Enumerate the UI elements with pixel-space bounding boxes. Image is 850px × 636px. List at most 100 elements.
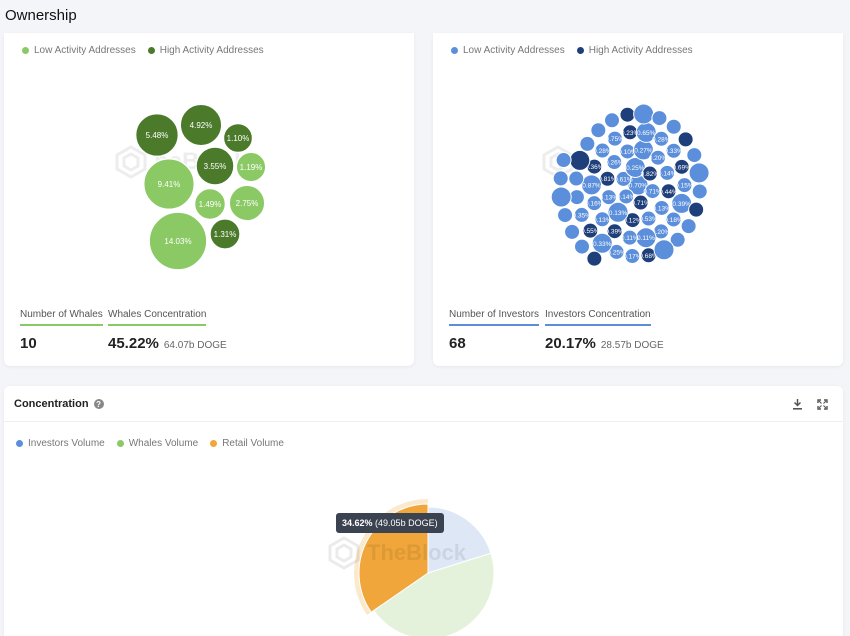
investor-bubble-label: 0.65% [637,130,656,137]
investor-bubble[interactable]: 0.17% [623,248,642,265]
investor-bubble[interactable]: 0.13% [607,201,629,223]
whales-legend-low[interactable]: Low Activity Addresses [22,45,136,56]
investor-bubble-label: 0.55% [581,228,600,235]
help-icon[interactable]: ? [93,399,104,409]
investor-bubble[interactable]: 0.39% [605,223,624,240]
concentration-pie-chart [354,499,495,636]
investor-bubble[interactable] [688,162,710,184]
investor-bubble[interactable]: 0.35% [572,206,591,223]
investor-bubble[interactable] [653,239,675,261]
investor-bubble[interactable] [680,218,697,235]
investor-bubble[interactable]: 0.61% [614,170,633,187]
investor-bubble[interactable]: 0.71% [643,183,662,200]
investors-count-label: Number of Investors [449,309,540,326]
investor-bubble[interactable] [691,183,708,200]
investor-bubble[interactable] [651,110,668,127]
legend-retail-volume[interactable]: Retail Volume [210,438,284,449]
investor-bubble[interactable]: 0.14% [617,188,636,205]
investor-bubble[interactable] [552,170,569,187]
whales-card: Low Activity Addresses High Activity Add… [4,33,414,366]
investor-bubble[interactable] [677,131,694,148]
whales-legend: Low Activity Addresses High Activity Add… [22,45,264,56]
investor-bubble[interactable]: 0.28% [593,142,612,159]
investor-bubble[interactable]: 0.16% [585,195,604,212]
investor-bubble[interactable]: 0.12% [623,212,642,229]
whale-bubble[interactable]: 2.75% [228,184,266,222]
whale-bubble[interactable]: 1.31% [209,218,241,250]
investor-bubble[interactable] [564,223,581,240]
investor-bubble[interactable] [557,207,574,224]
concentration-title: Concentration ? [14,398,104,410]
investor-bubble[interactable]: 0.39% [671,192,693,214]
whale-bubble-label: 3.55% [204,162,227,171]
investor-bubble[interactable]: 0.55% [581,222,600,239]
investor-bubble[interactable]: 0.69% [673,158,692,175]
whales-legend-high[interactable]: High Activity Addresses [147,45,264,56]
whale-bubble[interactable]: 14.03% [148,211,208,271]
whale-bubble[interactable]: 1.49% [193,187,227,221]
investor-bubble[interactable]: 0.13% [600,189,619,206]
investor-bubble[interactable]: 0.75% [606,130,625,147]
download-icon[interactable] [791,398,803,410]
investor-bubble[interactable]: 0.26% [605,154,624,171]
investor-bubble[interactable] [619,106,636,123]
whale-bubble[interactable]: 3.55% [195,146,235,186]
investors-concentration-metric: Investors Concentration 20.17% 28.57b DO… [545,304,664,352]
whales-conc-sub: 64.07b DOGE [163,340,227,351]
investor-bubble[interactable]: 0.25% [607,243,626,260]
investor-bubble[interactable]: 0.15% [675,177,694,194]
investor-bubble-label: 0.69% [673,164,692,171]
whales-count-metric: Number of Whales 10 [20,304,103,352]
investors-legend-high[interactable]: High Activity Addresses [576,45,693,56]
legend-whales-volume[interactable]: Whales Volume [116,438,198,449]
investor-bubble[interactable]: 0.28% [652,130,671,147]
investor-bubble[interactable]: 0.13% [593,211,612,228]
investor-bubble[interactable] [555,152,572,169]
investor-bubble[interactable] [688,201,705,218]
whale-bubble[interactable]: 4.92% [179,103,223,147]
pie-slice-investors-volume[interactable] [427,506,492,574]
investor-bubble[interactable] [590,122,607,139]
investor-bubble[interactable] [686,147,703,164]
investor-bubble[interactable]: 0.13% [652,199,671,216]
whale-bubble-label: 5.48% [146,131,169,140]
investor-bubble[interactable]: 0.82% [641,165,660,182]
investor-bubble[interactable]: 0.14% [658,164,677,181]
investor-bubble[interactable]: 0.20% [649,149,668,166]
investor-bubble-label: 0.18% [664,217,683,224]
expand-icon[interactable] [816,398,828,410]
investor-bubble[interactable] [604,112,621,129]
investor-bubble[interactable]: 0.53% [639,210,658,227]
investor-bubble-label: 0.16% [585,201,604,208]
whale-bubble[interactable]: 1.19% [235,151,267,183]
investor-bubble[interactable]: 0.18% [664,211,683,228]
investor-bubble[interactable]: 0.33% [591,232,613,254]
investor-bubble[interactable] [574,238,591,255]
whale-bubble[interactable]: 1.10% [222,122,254,154]
investor-bubble[interactable]: 0.44% [659,183,678,200]
investor-bubble[interactable]: 0.87% [581,174,603,196]
investor-bubble-label: 0.13% [609,210,628,217]
whale-bubble[interactable]: 9.41% [142,157,196,211]
investor-bubble[interactable] [669,231,686,248]
investor-bubble[interactable] [586,250,603,267]
investor-bubble[interactable]: 0.33% [664,142,683,159]
investors-legend-low[interactable]: Low Activity Addresses [451,45,565,56]
investor-bubble[interactable]: 0.11% [621,229,639,246]
investor-bubble-label: 0.20% [652,229,671,236]
investor-bubble[interactable]: 0.11% [635,227,657,249]
pie-slice-whales-volume[interactable] [372,552,495,636]
investor-bubble[interactable] [569,149,591,171]
investor-bubble[interactable] [550,186,572,208]
investor-bubble[interactable]: 0.71% [631,194,650,211]
whale-bubble[interactable]: 5.48% [134,112,180,158]
legend-investors-volume[interactable]: Investors Volume [16,438,105,449]
investor-bubble[interactable] [633,103,655,125]
investor-bubble[interactable] [579,135,596,152]
whales-concentration-metric: Whales Concentration 45.22% 64.07b DOGE [108,304,227,352]
investor-bubble[interactable] [665,118,682,135]
investor-bubble[interactable]: 0.65% [635,121,657,143]
investor-bubble-label: 0.11% [621,235,639,242]
investor-bubble[interactable] [568,170,585,187]
whale-bubble-label: 1.19% [240,163,263,172]
